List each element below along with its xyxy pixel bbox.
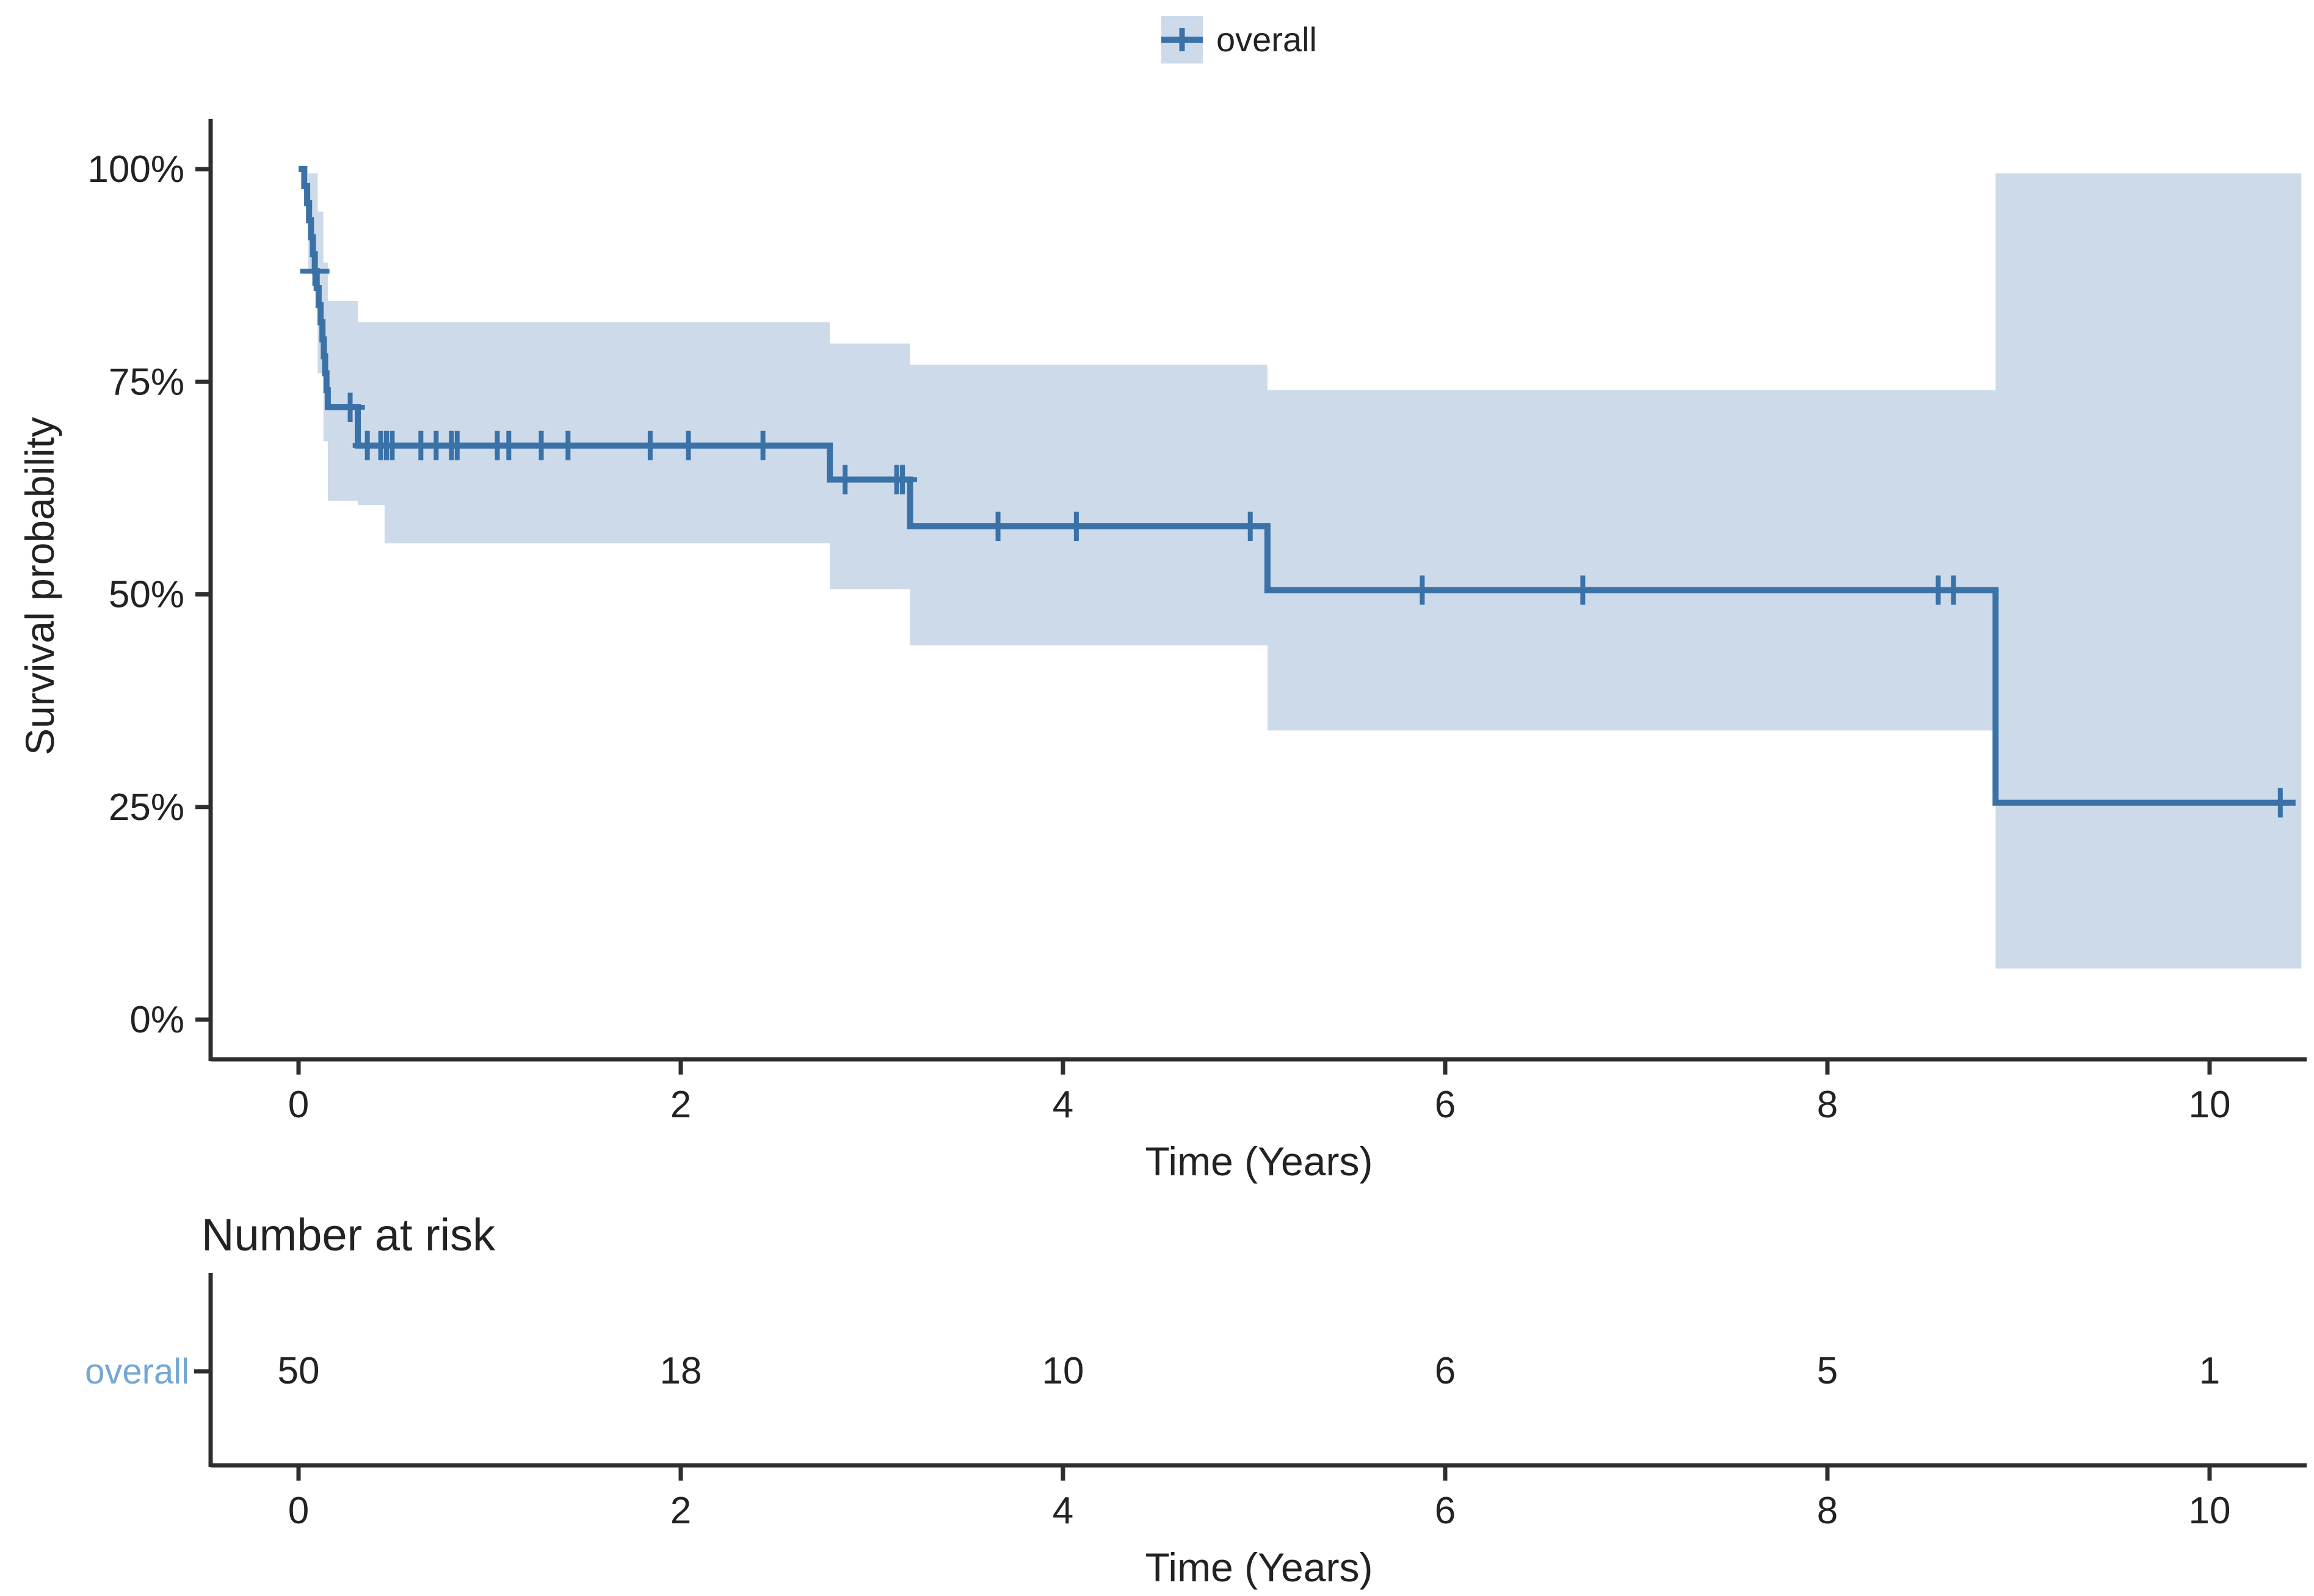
confidence-interval-band — [308, 173, 2302, 969]
y-tick-label: 25% — [109, 786, 184, 829]
x-axis-title: Time (Years) — [1145, 1139, 1373, 1184]
censor-tick — [635, 430, 665, 460]
censor-tick — [442, 430, 472, 460]
risk-count: 50 — [278, 1350, 320, 1392]
censor-tick — [300, 256, 330, 286]
censor-tick-horizontal — [526, 443, 556, 448]
risk-x-tick-label: 8 — [1817, 1490, 1838, 1532]
censor-tick — [494, 430, 524, 460]
censor-tick-horizontal — [421, 443, 451, 448]
risk-table-title: Number at risk — [201, 1210, 496, 1260]
risk-count: 18 — [660, 1350, 702, 1392]
risk-table-counts-layer: 50 18 10 6 5 1 — [278, 1350, 2221, 1392]
censor-tick-horizontal — [1407, 587, 1437, 593]
censor-tick-horizontal — [1923, 587, 1953, 593]
risk-table-row-label: overall — [85, 1352, 189, 1391]
risk-table-axis-layer: 0 2 4 6 8 10 — [208, 1273, 2307, 1532]
censor-tick — [673, 430, 703, 460]
y-tick-label: 75% — [109, 361, 184, 403]
censor-tick — [1061, 512, 1091, 542]
confidence-band-layer — [308, 173, 2302, 969]
risk-x-tick-label: 6 — [1435, 1490, 1456, 1532]
censor-tick — [553, 430, 583, 460]
censor-tick-horizontal — [748, 443, 778, 448]
survival-line-layer — [299, 166, 2296, 806]
censor-tick — [830, 465, 860, 495]
censor-tick — [406, 430, 436, 460]
censor-tick-horizontal — [1061, 524, 1091, 529]
censor-tick-horizontal — [673, 443, 703, 448]
x-tick-label: 4 — [1053, 1084, 1073, 1126]
censor-tick — [1568, 575, 1598, 605]
x-tick-label: 0 — [288, 1084, 309, 1126]
y-tick-label: 50% — [109, 574, 184, 616]
censor-tick-horizontal — [494, 443, 524, 448]
censor-tick — [1923, 575, 1953, 605]
censor-tick — [748, 430, 778, 460]
number-at-risk-table: Number at risk overall 0 2 4 6 8 10 50 18 10 6 5 1… — [85, 1210, 2307, 1590]
y-tick-label: 100% — [87, 148, 184, 190]
x-tick-label: 6 — [1435, 1084, 1456, 1126]
survival-step-line — [299, 166, 2296, 806]
censor-marks-layer — [300, 256, 2295, 818]
censor-tick-horizontal — [1939, 587, 1968, 593]
censor-tick — [421, 430, 451, 460]
censor-tick — [983, 512, 1013, 542]
risk-table-x-axis-title: Time (Years) — [1145, 1545, 1373, 1590]
x-tick-label: 8 — [1817, 1084, 1838, 1126]
censor-tick-horizontal — [442, 443, 472, 448]
censor-tick-horizontal — [300, 269, 330, 274]
x-tick-label: 10 — [2189, 1084, 2231, 1126]
censor-tick-horizontal — [335, 405, 365, 410]
risk-x-tick-label: 2 — [670, 1490, 691, 1532]
censor-tick-horizontal — [553, 443, 583, 448]
censor-tick-horizontal — [1568, 587, 1598, 593]
y-tick-label: 0% — [129, 999, 184, 1041]
risk-x-tick-label: 0 — [288, 1490, 309, 1532]
censor-tick — [1407, 575, 1437, 605]
risk-count: 10 — [1042, 1350, 1084, 1392]
risk-count: 1 — [2199, 1350, 2220, 1392]
x-tick-label: 2 — [670, 1084, 691, 1126]
censor-tick — [1939, 575, 1968, 605]
legend: overall — [1161, 16, 1317, 63]
censor-tick — [888, 465, 918, 495]
censor-tick-horizontal — [1235, 524, 1265, 529]
censor-tick — [2265, 788, 2295, 818]
censor-tick-horizontal — [888, 477, 918, 482]
censor-tick-horizontal — [406, 443, 436, 448]
axes-layer: 100% 75% 50% 25% 0% 0 2 4 6 8 10 — [87, 119, 2307, 1126]
censor-tick-horizontal — [830, 477, 860, 482]
legend-label: overall — [1216, 20, 1317, 59]
risk-x-tick-label: 4 — [1053, 1490, 1073, 1532]
censor-tick — [526, 430, 556, 460]
censor-tick — [377, 430, 407, 460]
censor-tick-horizontal — [377, 443, 407, 448]
censor-tick-horizontal — [635, 443, 665, 448]
y-axis-title: Survival probability — [17, 417, 62, 755]
risk-count: 5 — [1817, 1350, 1838, 1392]
risk-x-tick-label: 10 — [2189, 1490, 2231, 1532]
censor-tick — [1235, 512, 1265, 542]
censor-tick-horizontal — [2265, 800, 2295, 805]
censor-tick — [335, 393, 365, 423]
risk-count: 6 — [1435, 1350, 1456, 1392]
censor-tick-horizontal — [983, 524, 1013, 529]
